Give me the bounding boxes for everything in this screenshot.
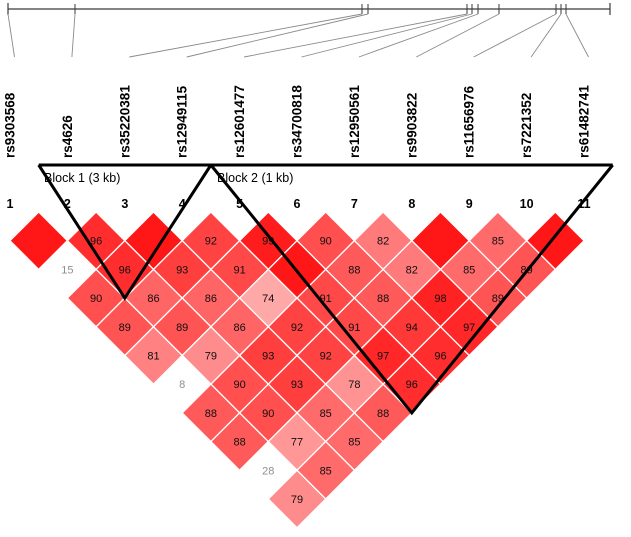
snp-label-rs9303568: rs9303568 — [3, 92, 18, 158]
snp-index-9: 9 — [466, 197, 473, 211]
snp-index-4: 4 — [179, 197, 186, 211]
ld-value-1-5: 89 — [119, 322, 131, 334]
ld-value-4-9: 92 — [320, 351, 332, 363]
snp-connector-line — [244, 13, 468, 58]
snp-index-11: 11 — [577, 197, 590, 211]
ld-value-3-11: 85 — [348, 437, 360, 449]
snp-connector-line — [416, 13, 500, 58]
ld-value-3-5: 93 — [176, 264, 188, 276]
snp-label-rs61482741: rs61482741 — [577, 85, 592, 158]
ld-value-4-6: 91 — [233, 264, 245, 276]
ld-value-6-9: 88 — [377, 293, 389, 305]
snp-connector-line — [301, 13, 473, 58]
snp-index-10: 10 — [520, 197, 534, 211]
ld-value-9-10: 85 — [492, 236, 504, 248]
snp-label-rs35220381: rs35220381 — [117, 85, 132, 158]
ld-value-1-6: 81 — [147, 351, 159, 363]
ld-value-8-10: 85 — [463, 264, 475, 276]
ld-value-5-9: 91 — [348, 322, 360, 334]
ld-value-1-9: 88 — [233, 437, 245, 449]
snp-index-2: 2 — [64, 197, 71, 211]
snp-label-rs4626: rs4626 — [60, 115, 75, 158]
ld-cell-1-11 — [267, 469, 327, 529]
snp-connector-line — [71, 13, 76, 58]
ld-value-2-4: 96 — [119, 264, 131, 276]
ld-value-2-5: 86 — [147, 293, 159, 305]
ld-value-3-8: 93 — [262, 351, 274, 363]
ld-value-3-7: 86 — [233, 322, 245, 334]
ld-value-5-10: 97 — [377, 351, 389, 363]
ld-value-4-11: 88 — [377, 408, 389, 420]
ld-value-1-3: 15 — [61, 264, 73, 276]
ld-value-6-10: 94 — [406, 322, 418, 334]
ld-value-7-8: 82 — [377, 236, 389, 248]
snp-index-1: 1 — [7, 197, 14, 211]
snp-connector-line — [129, 13, 363, 58]
snp-label-rs9903822: rs9903822 — [404, 93, 419, 158]
ld-value-2-10: 77 — [291, 437, 303, 449]
snp-connector-line — [530, 13, 562, 58]
ld-value-7-11: 97 — [463, 322, 475, 334]
snp-label-rs12949115: rs12949115 — [175, 85, 190, 158]
ld-value-1-11: 79 — [291, 494, 303, 506]
snp-index-3: 3 — [121, 197, 128, 211]
snp-label-rs12950561: rs12950561 — [347, 85, 362, 158]
ld-value-4-10: 78 — [348, 379, 360, 391]
ld-value-5-11: 96 — [406, 379, 418, 391]
snp-index-8: 8 — [408, 197, 415, 211]
snp-connector-line — [7, 13, 15, 58]
ld-value-1-8: 88 — [205, 408, 217, 420]
snp-connector-line — [565, 13, 589, 58]
ld-value-7-10: 98 — [434, 293, 446, 305]
block-outline-2 — [209, 164, 614, 416]
ld-value-1-7: 8 — [179, 379, 185, 391]
ld-value-1-10: 28 — [262, 465, 274, 477]
ld-value-6-7: 90 — [320, 236, 332, 248]
snp-connector-line — [358, 13, 479, 58]
snp-label-rs34700818: rs34700818 — [290, 85, 305, 158]
ld-value-3-9: 93 — [291, 379, 303, 391]
ld-value-6-11: 96 — [434, 351, 446, 363]
block-outline-1 — [37, 164, 213, 301]
ld-value-2-6: 89 — [176, 322, 188, 334]
ld-value-2-11: 85 — [320, 465, 332, 477]
ld-value-4-7: 74 — [262, 293, 274, 305]
snp-index-7: 7 — [351, 197, 358, 211]
snp-index-5: 5 — [236, 197, 243, 211]
ld-value-2-9: 90 — [262, 408, 274, 420]
ld-value-3-10: 85 — [320, 408, 332, 420]
ld-value-4-8: 92 — [291, 322, 303, 334]
ld-value-3-6: 86 — [205, 293, 217, 305]
snp-label-rs7221352: rs7221352 — [519, 93, 534, 158]
snp-connector-line — [186, 13, 369, 58]
block1-label: Block 1 (3 kb) — [44, 171, 121, 185]
ld-value-4-5: 92 — [205, 236, 217, 248]
ld-value-1-4: 90 — [90, 293, 102, 305]
snp-connector-line — [473, 13, 557, 58]
ld-value-7-9: 82 — [406, 264, 418, 276]
ld-value-6-8: 88 — [348, 264, 360, 276]
snp-index-6: 6 — [294, 197, 301, 211]
block2-label: Block 2 (1 kb) — [217, 171, 294, 185]
ld-value-2-7: 79 — [205, 351, 217, 363]
ld-value-2-8: 90 — [233, 379, 245, 391]
snp-label-rs12601477: rs12601477 — [232, 85, 247, 158]
snp-label-rs11656976: rs11656976 — [462, 85, 477, 158]
ld-value-2-3: 96 — [90, 236, 102, 248]
